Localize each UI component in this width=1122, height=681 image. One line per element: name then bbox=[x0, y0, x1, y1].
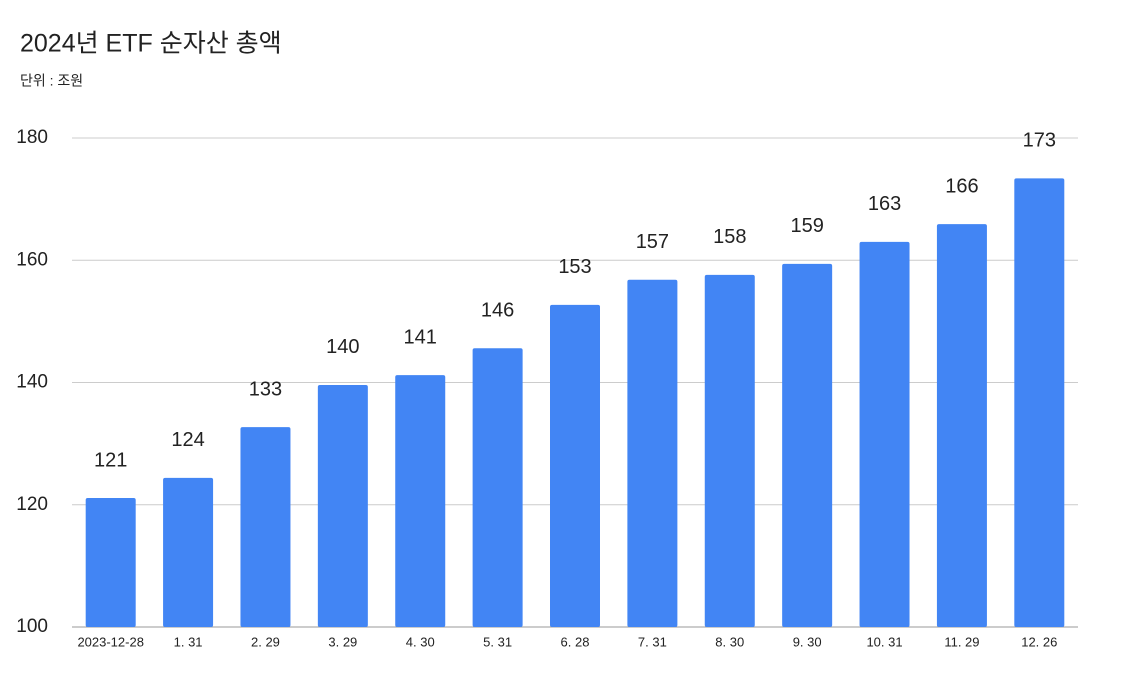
chart-title: 2024년 ETF 순자산 총액 bbox=[20, 30, 282, 58]
bar bbox=[317, 384, 368, 627]
x-tick-label: 7. 31 bbox=[638, 634, 667, 649]
value-label: 166 bbox=[945, 175, 978, 197]
x-tick-label: 1. 31 bbox=[174, 634, 203, 649]
value-label: 163 bbox=[868, 193, 901, 215]
value-label: 153 bbox=[558, 256, 591, 278]
x-tick-label: 2023-12-28 bbox=[77, 634, 144, 649]
bar bbox=[627, 279, 678, 627]
bar bbox=[1014, 178, 1065, 627]
value-label: 140 bbox=[326, 336, 359, 358]
x-tick-label: 2. 29 bbox=[251, 634, 280, 649]
bar bbox=[936, 224, 987, 627]
y-tick-label: 160 bbox=[16, 249, 48, 270]
x-tick-label: 8. 30 bbox=[715, 634, 744, 649]
bar bbox=[704, 274, 755, 627]
y-tick-label: 120 bbox=[16, 494, 48, 515]
x-tick-label: 9. 30 bbox=[793, 634, 822, 649]
value-label: 121 bbox=[94, 449, 127, 471]
bar bbox=[859, 241, 910, 627]
value-label: 173 bbox=[1023, 130, 1056, 152]
x-tick-label: 10. 31 bbox=[866, 634, 902, 649]
bar bbox=[472, 348, 523, 627]
x-tick-label: 5. 31 bbox=[483, 634, 512, 649]
value-label: 124 bbox=[171, 429, 204, 451]
x-tick-label: 12. 26 bbox=[1021, 634, 1057, 649]
value-label: 133 bbox=[249, 378, 282, 400]
value-label: 158 bbox=[713, 226, 746, 248]
bar bbox=[550, 304, 600, 627]
value-label: 146 bbox=[481, 300, 514, 322]
x-tick-label: 6. 28 bbox=[561, 634, 590, 649]
bar bbox=[240, 427, 291, 627]
bar bbox=[782, 263, 833, 627]
y-tick-label: 100 bbox=[16, 616, 48, 637]
bar bbox=[85, 498, 136, 627]
bar bbox=[395, 375, 446, 627]
y-tick-label: 180 bbox=[16, 127, 48, 148]
y-tick-label: 140 bbox=[16, 372, 48, 393]
value-label: 157 bbox=[636, 231, 669, 253]
x-tick-label: 11. 29 bbox=[944, 634, 979, 649]
x-tick-label: 4. 30 bbox=[406, 634, 435, 649]
chart-subtitle: 단위 : 조원 bbox=[20, 73, 83, 89]
value-label: 141 bbox=[404, 326, 437, 348]
x-tick-label: 3. 29 bbox=[328, 634, 357, 649]
bar bbox=[163, 477, 214, 627]
value-label: 159 bbox=[790, 215, 823, 237]
